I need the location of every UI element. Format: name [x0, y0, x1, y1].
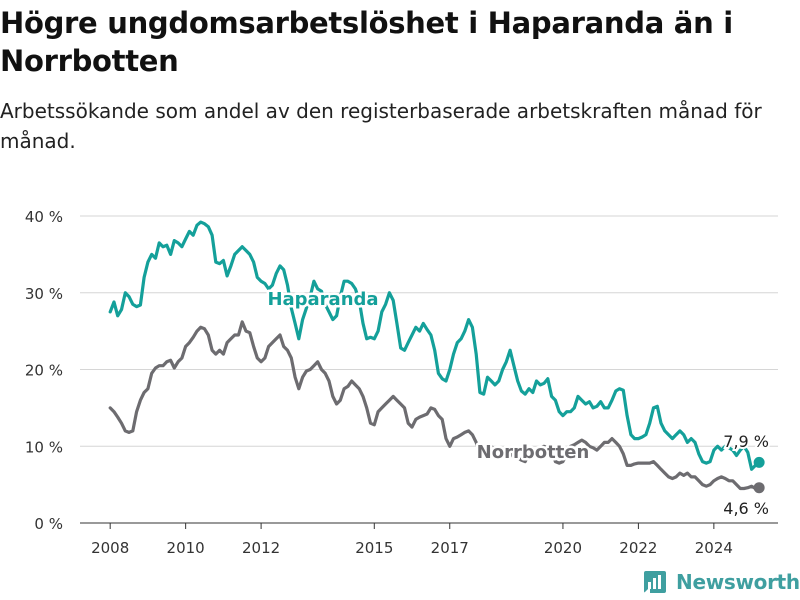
series-line-haparanda [108, 220, 761, 471]
x-axis-ticks: 2008 2010 2012 2015 2017 2020 2022 2024 [91, 523, 733, 557]
y-axis-ticks: 0 % 10 % 20 % 30 % 40 % [25, 208, 63, 533]
end-point-norrbotten [753, 482, 765, 494]
series-line-norrbotten [108, 320, 761, 491]
x-tick-label: 2010 [167, 539, 205, 557]
y-tick-label: 30 % [25, 285, 63, 303]
y-tick-label: 0 % [34, 515, 63, 533]
end-value-label-haparanda: 7,9 % [723, 432, 769, 451]
x-tick-label: 2012 [242, 539, 280, 557]
x-tick-label: 2008 [91, 539, 129, 557]
chart-title: Högre ungdomsarbetslöshet i Haparanda än… [0, 6, 733, 78]
y-tick-label: 40 % [25, 208, 63, 226]
series-labels: Norrbotten 4,6 % Haparanda 7,9 % [265, 287, 771, 521]
x-tick-label: 2024 [695, 539, 733, 557]
series-label-norrbotten: Norrbotten [477, 442, 590, 463]
end-value-label-norrbotten: 4,6 % [723, 499, 769, 518]
brand-name: Newsworthy [676, 570, 800, 594]
series-lines [108, 220, 765, 494]
brand-logo: Newsworthy [642, 566, 800, 598]
chart-subtitle: Arbetssökande som andel av den registerb… [0, 99, 762, 153]
end-point-haparanda [753, 456, 765, 468]
y-tick-label: 10 % [25, 438, 63, 456]
x-tick-label: 2020 [544, 539, 582, 557]
grid-lines [80, 215, 778, 524]
series-label-haparanda: Haparanda [267, 289, 378, 310]
y-tick-label: 20 % [25, 362, 63, 380]
x-tick-label: 2015 [355, 539, 393, 557]
bar-chart-logo-icon [644, 571, 666, 593]
x-tick-label: 2022 [619, 539, 657, 557]
x-tick-label: 2017 [431, 539, 469, 557]
